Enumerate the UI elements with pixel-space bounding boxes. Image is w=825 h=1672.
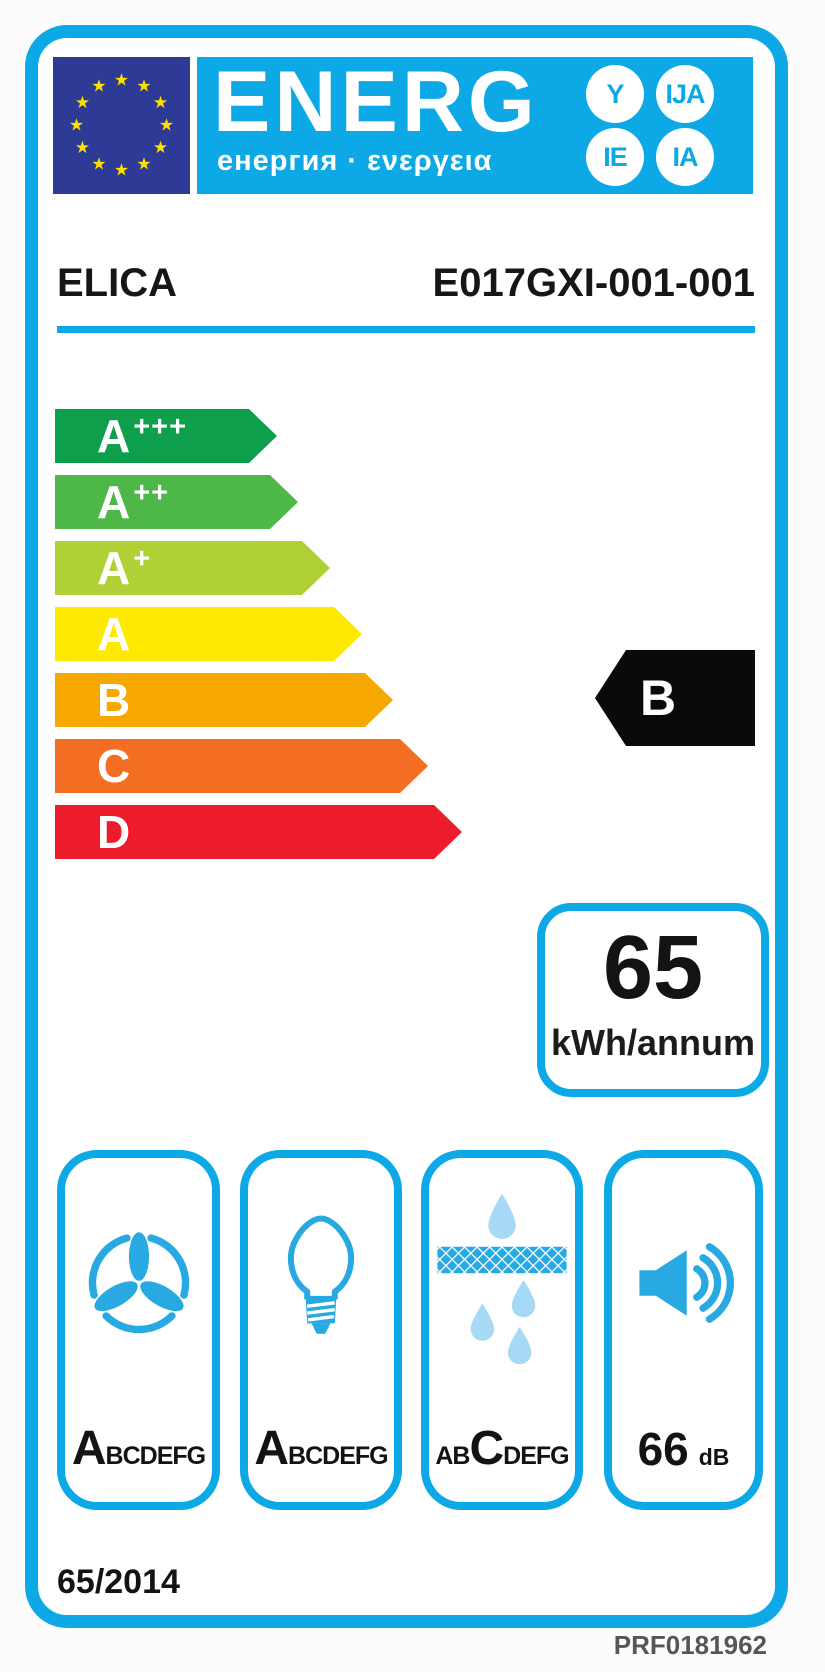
metric-box-fluid-dynamic: A BCDEFG bbox=[57, 1150, 220, 1510]
current-rating-arrow: B bbox=[595, 650, 755, 746]
class-arrow-a-plus: A + bbox=[55, 541, 330, 595]
lighting-class-label: A BCDEFG bbox=[254, 1422, 388, 1475]
svg-text:★: ★ bbox=[159, 116, 174, 136]
svg-text:★: ★ bbox=[153, 93, 168, 113]
energ-suffix-badge-y: Y bbox=[586, 65, 644, 123]
header-divider bbox=[57, 326, 755, 333]
reference-code: PRF0181962 bbox=[613, 1630, 767, 1660]
svg-text:★: ★ bbox=[91, 155, 106, 175]
fluid-dynamic-class-label: A BCDEFG bbox=[71, 1422, 206, 1475]
grease-filtering-class-label: AB C DEFG bbox=[435, 1422, 569, 1475]
energ-suffix-badge-ia: IA bbox=[656, 128, 714, 186]
metric-box-grease-filtering: AB C DEFG bbox=[421, 1150, 583, 1510]
svg-text:★: ★ bbox=[75, 93, 90, 113]
current-rating-letter: B bbox=[639, 670, 677, 726]
svg-text:★: ★ bbox=[136, 155, 151, 175]
svg-text:★: ★ bbox=[91, 77, 106, 97]
speaker-icon bbox=[638, 1243, 734, 1323]
eu-flag: ★ ★ ★ ★ ★ ★ ★ ★ ★ ★ ★ ★ bbox=[53, 57, 190, 194]
class-letter: A bbox=[97, 608, 131, 660]
annual-energy-value: 65 bbox=[602, 918, 704, 1018]
class-letter: A bbox=[97, 410, 131, 462]
class-letter: A bbox=[97, 476, 131, 528]
class-arrow-c: C bbox=[55, 739, 428, 793]
noise-value: 66 bbox=[637, 1423, 689, 1475]
annual-energy-box: 65 kWh/annum bbox=[537, 903, 769, 1097]
grease-filter-icon bbox=[437, 1193, 567, 1365]
fan-icon bbox=[88, 1232, 189, 1334]
class-arrow-a: A bbox=[55, 607, 362, 661]
light-bulb-icon bbox=[287, 1215, 355, 1334]
svg-text:★: ★ bbox=[136, 77, 151, 97]
class-letter: B bbox=[97, 674, 131, 726]
svg-text:★: ★ bbox=[114, 71, 129, 91]
regulation-number: 65/2014 bbox=[57, 1563, 180, 1601]
class-letter: A bbox=[97, 542, 131, 594]
energ-subtitle: енергия · ενεργεια bbox=[217, 145, 493, 177]
class-arrow-a-plus-plus-plus: A +++ bbox=[55, 409, 277, 463]
annual-energy-unit: kWh/annum bbox=[551, 1022, 755, 1063]
class-suffix: +++ bbox=[133, 410, 188, 443]
class-arrow-b: B bbox=[55, 673, 393, 727]
class-suffix: ++ bbox=[133, 476, 170, 509]
energ-suffix-badge-ija: IJA bbox=[656, 65, 714, 123]
eu-stars-icon: ★ ★ ★ ★ ★ ★ ★ ★ ★ ★ ★ ★ bbox=[69, 71, 174, 181]
class-arrow-d: D bbox=[55, 805, 462, 859]
svg-text:★: ★ bbox=[75, 138, 90, 158]
energ-header-panel: ENERG енергия · ενεργεια Y IJA IE IA bbox=[197, 57, 753, 194]
metric-box-lighting: A BCDEFG bbox=[240, 1150, 402, 1510]
energ-suffix-badge-ie: IE bbox=[586, 128, 644, 186]
metric-box-noise: 66 dB bbox=[604, 1150, 763, 1510]
model-number: E017GXI-001-001 bbox=[432, 261, 755, 305]
brand-name: ELICA bbox=[57, 261, 177, 305]
noise-level-label: 66 dB bbox=[612, 1422, 755, 1476]
noise-unit: dB bbox=[698, 1444, 730, 1470]
svg-text:★: ★ bbox=[114, 161, 129, 181]
svg-text:★: ★ bbox=[69, 116, 84, 136]
class-letter: C bbox=[97, 740, 131, 792]
class-suffix: + bbox=[133, 542, 152, 575]
class-letter: D bbox=[97, 806, 131, 858]
energ-wordmark: ENERG bbox=[213, 54, 539, 150]
svg-text:★: ★ bbox=[153, 138, 168, 158]
class-arrow-a-plus-plus: A ++ bbox=[55, 475, 298, 529]
